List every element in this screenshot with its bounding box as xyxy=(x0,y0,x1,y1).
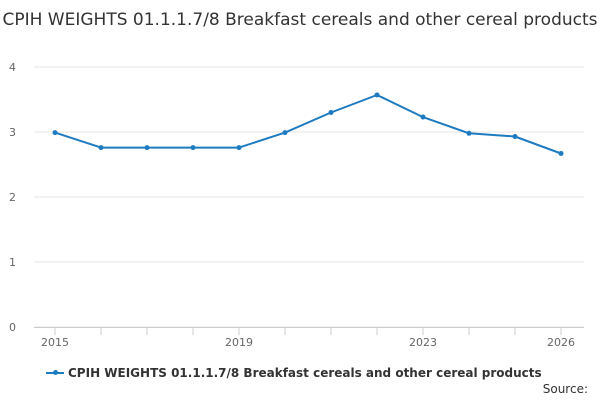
x-tick-label: 2026 xyxy=(547,336,575,349)
x-tick-label: 2019 xyxy=(225,336,253,349)
data-point xyxy=(558,150,564,156)
y-tick-label: 2 xyxy=(9,191,16,204)
data-point xyxy=(282,130,288,136)
data-point xyxy=(190,145,196,151)
data-point xyxy=(52,130,58,136)
data-point xyxy=(236,145,242,151)
gridlines xyxy=(34,66,584,328)
data-point xyxy=(98,145,104,151)
data-point xyxy=(420,114,426,120)
data-point xyxy=(466,130,472,136)
x-tick-label: 2023 xyxy=(409,336,437,349)
y-axis: 0 1 2 3 4 xyxy=(9,61,16,334)
y-tick-label: 0 xyxy=(9,321,16,334)
y-tick-label: 3 xyxy=(9,126,16,139)
legend-label: CPIH WEIGHTS 01.1.1.7/8 Breakfast cereal… xyxy=(68,366,542,380)
x-axis: 2015 2019 2023 2026 xyxy=(34,327,584,349)
series xyxy=(52,92,564,156)
y-tick-label: 1 xyxy=(9,256,16,269)
series-line xyxy=(54,94,562,155)
data-point xyxy=(328,110,334,115)
x-tick-label: 2015 xyxy=(41,336,69,349)
chart-title: CPIH WEIGHTS 01.1.1.7/8 Breakfast cereal… xyxy=(2,10,598,30)
data-point xyxy=(374,92,380,98)
data-point xyxy=(144,145,150,151)
source-label: Source: xyxy=(542,382,588,396)
legend-swatch xyxy=(46,370,64,375)
legend[interactable]: CPIH WEIGHTS 01.1.1.7/8 Breakfast cereal… xyxy=(46,364,542,382)
y-tick-label: 4 xyxy=(9,61,16,74)
data-point xyxy=(512,134,518,140)
